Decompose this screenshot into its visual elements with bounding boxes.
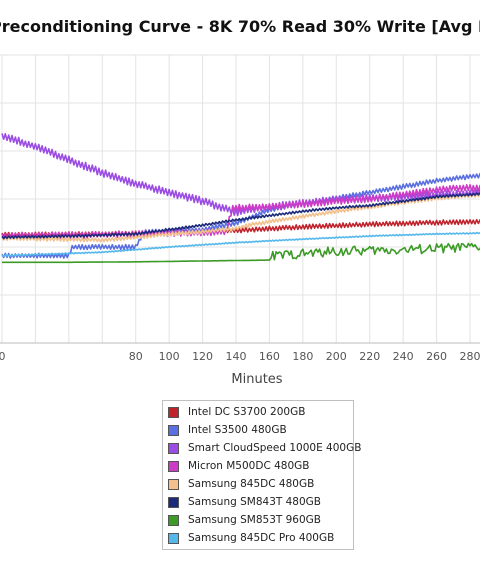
chart-title: Preconditioning Curve - 8K 70% Read 30% … — [0, 17, 480, 36]
legend-item: Intel S3500 480GB — [163, 421, 353, 439]
x-tick-label: 160 — [259, 350, 280, 363]
series-line-6 — [1, 192, 480, 240]
legend-item: Samsung SM853T 960GB — [163, 511, 353, 529]
legend-swatch — [168, 406, 179, 418]
legend-item: Samsung 845DC 480GB — [163, 475, 353, 493]
legend-swatch — [168, 424, 179, 436]
legend-swatch — [168, 532, 179, 544]
series-line-8 — [1, 231, 480, 257]
legend-label: Samsung 845DC 480GB — [188, 478, 315, 490]
legend-swatch — [168, 514, 179, 526]
legend-swatch — [168, 496, 179, 508]
legend-item: Samsung SM843T 480GB — [163, 493, 353, 511]
legend-label: Micron M500DC 480GB — [188, 460, 310, 472]
series-line-4 — [1, 184, 480, 240]
chart-plot: 0 80 100 120 140 160 180 200 220 240 260 280 Minute… — [0, 54, 480, 387]
legend-item: Intel DC S3700 200GB — [163, 403, 353, 421]
x-tick-label: 80 — [129, 350, 143, 363]
legend-item: Smart CloudSpeed 1000E 400GB — [163, 439, 361, 457]
legend-label: Smart CloudSpeed 1000E 400GB — [188, 442, 362, 454]
x-tick-label: 260 — [426, 350, 447, 363]
legend-item: Samsung 845DC Pro 400GB — [163, 529, 353, 547]
legend-swatch — [168, 442, 179, 454]
legend: Intel DC S3700 200GB Intel S3500 480GB Sma… — [162, 400, 361, 550]
x-tick-label: 100 — [159, 350, 180, 363]
x-tick-label: 120 — [192, 350, 213, 363]
x-tick-label: 240 — [393, 350, 414, 363]
legend-item: Micron M500DC 480GB — [163, 457, 353, 475]
legend-label: Samsung 845DC Pro 400GB — [188, 532, 335, 544]
legend-label: Samsung SM853T 960GB — [188, 514, 322, 526]
legend-label: Intel DC S3700 200GB — [188, 406, 306, 418]
x-tick-label: 200 — [326, 350, 347, 363]
x-tick-label: 0 — [0, 350, 6, 363]
series-line-7 — [2, 242, 480, 264]
legend-swatch — [168, 460, 179, 472]
legend-label: Intel S3500 480GB — [188, 424, 287, 436]
x-tick-label: 140 — [226, 350, 247, 363]
legend-label: Samsung SM843T 480GB — [188, 496, 322, 508]
x-axis-label: Minutes — [231, 372, 282, 387]
series-line-2 — [1, 172, 480, 259]
legend-swatch — [168, 478, 179, 490]
x-tick-label: 220 — [359, 350, 380, 363]
x-tick-label: 280 — [460, 350, 480, 363]
x-tick-label: 180 — [292, 350, 313, 363]
